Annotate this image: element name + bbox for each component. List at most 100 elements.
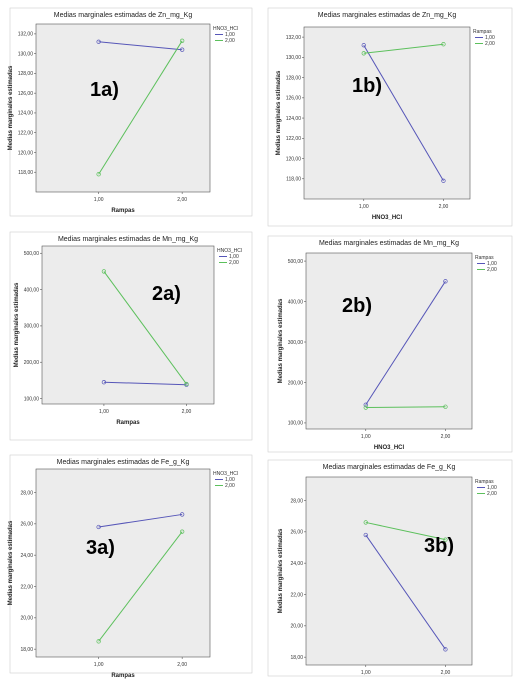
x-tick-label: 2,00 bbox=[441, 434, 451, 440]
plot-area bbox=[305, 252, 473, 430]
legend-entry: 1,00 bbox=[225, 477, 235, 483]
legend-entry: 2,00 bbox=[225, 38, 235, 44]
y-tick-label: 26,00 bbox=[20, 522, 33, 528]
y-tick-label: 28,00 bbox=[290, 498, 303, 504]
panel-label: 3b) bbox=[424, 535, 454, 557]
y-tick-label: 18,00 bbox=[290, 655, 303, 661]
data-point bbox=[180, 512, 185, 517]
legend-title: HNO3_HCl bbox=[213, 471, 238, 477]
series-line-2 bbox=[103, 271, 187, 385]
legend-entry: 2,00 bbox=[485, 41, 495, 47]
x-tick-label: 1,00 bbox=[94, 662, 104, 668]
plot-area bbox=[303, 26, 471, 200]
data-point bbox=[363, 402, 368, 407]
data-point bbox=[363, 405, 368, 410]
y-tick-label: 300,00 bbox=[288, 340, 304, 346]
y-tick-label: 500,00 bbox=[24, 251, 40, 257]
series-line-2 bbox=[365, 521, 446, 541]
y-tick-label: 200,00 bbox=[24, 360, 40, 366]
y-tick-label: 400,00 bbox=[24, 287, 40, 293]
panel-label: 2b) bbox=[342, 295, 372, 317]
chart-title: Medias marginales estimadas de Mn_mg_Kg bbox=[58, 236, 198, 243]
x-tick-label: 1,00 bbox=[99, 409, 109, 415]
y-tick-label: 122,00 bbox=[286, 136, 302, 142]
data-point bbox=[180, 47, 185, 52]
y-axis-label: Medias marginales estimadas bbox=[8, 520, 14, 605]
data-point bbox=[96, 524, 101, 530]
y-axis-label: Medias marginales estimadas bbox=[14, 282, 20, 367]
data-point bbox=[96, 39, 101, 44]
legend-title: HNO3_HCl bbox=[213, 26, 238, 32]
legend-entry: 2,00 bbox=[487, 267, 497, 273]
y-tick-label: 132,00 bbox=[286, 35, 302, 41]
y-tick-label: 122,00 bbox=[18, 131, 34, 137]
legend-entry: 1,00 bbox=[225, 32, 235, 38]
y-tick-label: 500,00 bbox=[288, 259, 304, 265]
data-point bbox=[101, 380, 107, 385]
y-tick-label: 128,00 bbox=[286, 75, 302, 81]
x-tick-label: 1,00 bbox=[359, 204, 369, 210]
y-axis-label: Medias marginales estimadas bbox=[278, 298, 284, 383]
y-tick-label: 22,00 bbox=[290, 592, 303, 598]
series-line-2 bbox=[98, 40, 183, 175]
y-tick-label: 20,00 bbox=[290, 624, 303, 630]
y-tick-label: 20,00 bbox=[20, 616, 33, 622]
chart-title: Medias marginales estimadas de Fe_g_Kg bbox=[57, 459, 190, 466]
y-tick-label: 120,00 bbox=[18, 150, 34, 156]
chart-title: Medias marginales estimadas de Mn_mg_Kg bbox=[319, 240, 459, 247]
x-tick-label: 1,00 bbox=[361, 434, 371, 440]
data-point bbox=[363, 520, 368, 525]
x-axis-label: Rampas bbox=[111, 208, 135, 214]
series-line-1 bbox=[98, 41, 183, 51]
data-point bbox=[363, 532, 368, 538]
y-tick-label: 400,00 bbox=[288, 299, 304, 305]
x-axis-label: HNO3_HCl bbox=[372, 215, 403, 221]
legend-entry: 2,00 bbox=[487, 491, 497, 497]
chart-title: Medias marginales estimadas de Fe_g_Kg bbox=[323, 464, 456, 471]
data-point bbox=[180, 529, 185, 534]
chart-panel-2a: Medias marginales estimadas de Mn_mg_Kg 1… bbox=[9, 231, 253, 441]
series-line-1 bbox=[365, 281, 446, 405]
series-line-2 bbox=[98, 531, 183, 642]
legend-entry: 1,00 bbox=[487, 261, 497, 267]
x-tick-label: 1,00 bbox=[94, 197, 104, 203]
data-point bbox=[180, 38, 185, 43]
y-tick-label: 28,00 bbox=[20, 490, 33, 496]
legend-entry: 1,00 bbox=[485, 35, 495, 41]
y-tick-label: 126,00 bbox=[286, 96, 302, 102]
legend-title: Rampas bbox=[475, 255, 494, 261]
y-tick-label: 300,00 bbox=[24, 324, 40, 330]
y-tick-label: 100,00 bbox=[24, 396, 40, 402]
series-line-2 bbox=[363, 43, 444, 54]
x-tick-label: 2,00 bbox=[439, 204, 449, 210]
y-tick-label: 26,00 bbox=[290, 530, 303, 536]
plot-area bbox=[35, 23, 211, 193]
data-point bbox=[441, 42, 446, 47]
legend-title: Rampas bbox=[473, 29, 492, 35]
data-point bbox=[96, 172, 101, 177]
plot-area bbox=[305, 476, 473, 666]
chart-title: Medias marginales estimadas de Zn_mg_Kg bbox=[54, 12, 193, 19]
y-tick-label: 200,00 bbox=[288, 380, 304, 386]
y-tick-label: 118,00 bbox=[286, 177, 301, 183]
legend-entry: 1,00 bbox=[229, 254, 239, 260]
panel-label: 1b) bbox=[352, 75, 382, 97]
y-axis-label: Medias marginales estimadas bbox=[8, 65, 14, 150]
data-point bbox=[441, 178, 446, 183]
y-tick-label: 128,00 bbox=[18, 71, 34, 77]
data-point bbox=[443, 404, 448, 409]
data-point bbox=[361, 51, 366, 56]
panel-label: 1a) bbox=[90, 79, 119, 101]
x-axis-label: Rampas bbox=[111, 673, 135, 679]
legend-entry: 2,00 bbox=[229, 260, 239, 266]
series-line-2 bbox=[365, 406, 446, 409]
legend-entry: 1,00 bbox=[487, 485, 497, 491]
chart-panel-1a: Medias marginales estimadas de Zn_mg_Kg 1… bbox=[8, 7, 253, 217]
plot-area bbox=[35, 468, 211, 658]
legend-title: HNO3_HCl bbox=[217, 248, 242, 254]
series-line-1 bbox=[363, 44, 444, 182]
series-line-1 bbox=[98, 513, 183, 528]
y-tick-label: 118,00 bbox=[18, 170, 33, 176]
x-axis-label: HNO3_HCl bbox=[374, 445, 405, 451]
